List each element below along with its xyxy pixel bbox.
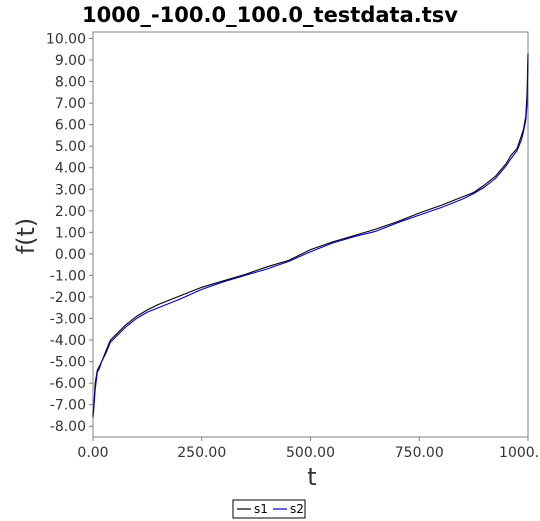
plot-area	[92, 31, 529, 438]
legend: s1 s2	[232, 499, 306, 519]
series-lines	[92, 53, 529, 418]
y-tick-label: 3.00	[55, 182, 86, 198]
y-tick-label: 1.00	[55, 225, 86, 241]
x-tick-label: 750.00	[395, 445, 444, 461]
legend-label-s1: s1	[254, 502, 268, 516]
y-axis-label: f(t)	[12, 218, 40, 255]
x-tick-label: 1000.00	[499, 445, 540, 461]
y-tick-label: 8.00	[55, 75, 86, 91]
y-tick-label: 7.00	[55, 96, 86, 112]
x-tick-label: 250.00	[177, 445, 226, 461]
y-tick-label: -5.00	[50, 355, 86, 371]
y-tick-label: 9.00	[55, 53, 86, 69]
chart-title: 1000_-100.0_100.0_testdata.tsv	[82, 3, 458, 27]
y-tick-label: 0.00	[55, 247, 86, 263]
series-line-s1	[92, 53, 529, 416]
y-tick-label: -4.00	[50, 333, 86, 349]
legend-label-s2: s2	[290, 502, 304, 516]
y-tick-label: 5.00	[55, 139, 86, 155]
y-axis: -8.00 -7.00 -6.00 -5.00 -4.00 -3.00 -2.00 -1.00…	[46, 31, 93, 435]
x-tick-label: 500.00	[286, 445, 335, 461]
y-tick-label: 2.00	[55, 204, 86, 220]
y-tick-label: -1.00	[50, 268, 86, 284]
y-tick-label: -2.00	[50, 290, 86, 306]
y-tick-label: -3.00	[50, 312, 86, 328]
x-axis: 0.00 250.00 500.00 750.00 1000.00	[77, 437, 540, 461]
x-tick-label: 0.00	[77, 445, 108, 461]
series-line-s2	[92, 57, 529, 418]
x-axis-label: t	[307, 463, 316, 491]
legend-box	[232, 499, 306, 519]
y-tick-label: -7.00	[50, 398, 86, 414]
y-tick-label: -6.00	[50, 376, 86, 392]
y-tick-label: 4.00	[55, 161, 86, 177]
y-tick-label: 10.00	[46, 31, 86, 47]
y-tick-label: -8.00	[50, 419, 86, 435]
y-tick-label: 6.00	[55, 118, 86, 134]
